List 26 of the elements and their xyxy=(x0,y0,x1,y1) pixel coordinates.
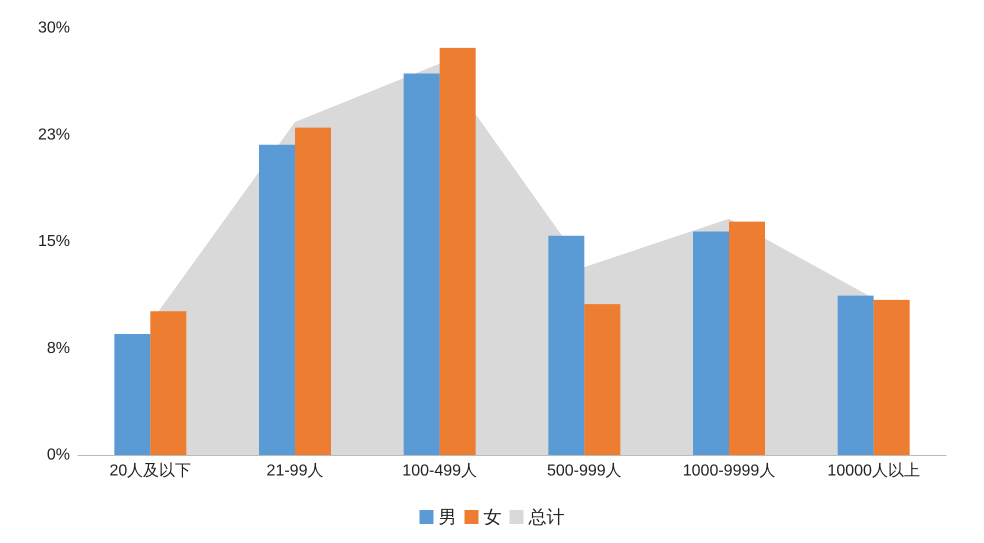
bar xyxy=(874,300,910,455)
y-tick-label: 30% xyxy=(38,20,70,36)
x-tick-label: 500-999人 xyxy=(546,462,622,480)
legend-label: 男 xyxy=(438,507,456,527)
bar xyxy=(295,128,331,455)
bar xyxy=(729,222,765,455)
bar xyxy=(584,304,620,455)
legend-label: 总计 xyxy=(528,507,564,527)
x-tick-label: 20人及以下 xyxy=(109,462,192,480)
y-tick-label: 8% xyxy=(46,340,70,357)
y-tick-label: 0% xyxy=(46,446,70,464)
bar xyxy=(150,311,186,455)
bar xyxy=(259,144,295,455)
bar xyxy=(693,232,729,455)
x-tick-label: 100-499人 xyxy=(402,462,478,480)
y-tick-label: 23% xyxy=(38,126,70,144)
bar xyxy=(404,74,440,455)
bar xyxy=(838,296,874,455)
bar xyxy=(114,334,150,455)
y-tick-label: 15% xyxy=(38,233,70,250)
bar xyxy=(440,48,476,455)
x-tick-label: 1000-9999人 xyxy=(682,462,776,480)
legend-label: 女 xyxy=(484,507,502,527)
x-tick-label: 21-99人 xyxy=(266,462,324,480)
x-tick-label: 10000人以上 xyxy=(827,462,920,480)
bar xyxy=(548,236,584,455)
